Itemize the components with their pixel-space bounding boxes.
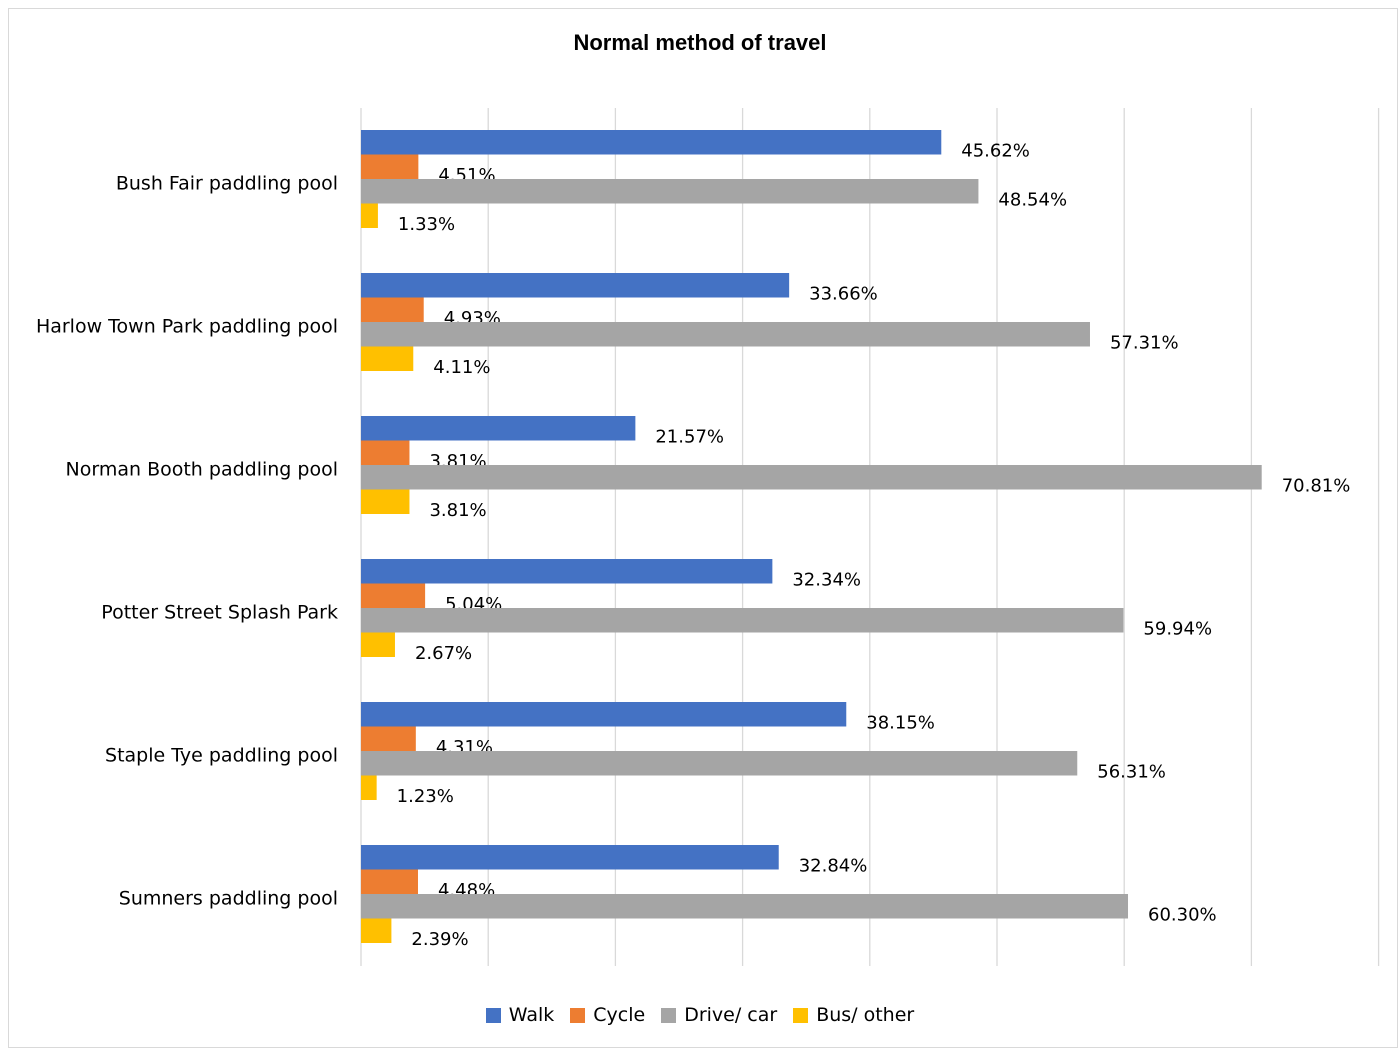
bar xyxy=(361,632,395,657)
legend-swatch xyxy=(661,1007,677,1023)
bar xyxy=(361,775,377,800)
legend-swatch xyxy=(793,1007,809,1023)
data-label: 1.23% xyxy=(397,786,454,807)
data-label: 2.39% xyxy=(411,929,468,950)
bar xyxy=(361,489,410,514)
legend-item: Drive/ car xyxy=(661,1004,777,1026)
legend-label: Drive/ car xyxy=(684,1004,778,1026)
legend: Walk Cycle Drive/ car Bus/ other xyxy=(0,1004,1400,1026)
data-label: 60.30% xyxy=(1148,904,1217,925)
legend-label: Bus/ other xyxy=(816,1004,915,1026)
category-label: Potter Street Splash Park xyxy=(101,602,338,624)
category-label: Bush Fair paddling pool xyxy=(116,173,338,195)
data-label: 48.54% xyxy=(998,189,1067,210)
bar xyxy=(361,416,636,441)
bar xyxy=(361,130,942,155)
bar xyxy=(361,583,426,608)
bar xyxy=(361,203,378,228)
category-label: Norman Booth paddling pool xyxy=(66,459,338,481)
data-label: 2.67% xyxy=(415,643,472,664)
data-label: 4.11% xyxy=(433,357,490,378)
plot-area: Bush Fair paddling pool45.62%4.51%48.54%… xyxy=(36,108,1380,966)
bar xyxy=(361,559,773,584)
data-label: 33.66% xyxy=(809,283,878,304)
data-label: 56.31% xyxy=(1097,761,1166,782)
data-label: 59.94% xyxy=(1143,618,1212,639)
chart-title: Normal method of travel xyxy=(573,30,827,55)
bar xyxy=(361,440,410,465)
category-label: Staple Tye paddling pool xyxy=(105,745,338,767)
bar xyxy=(361,894,1129,919)
bar xyxy=(361,322,1090,347)
bar xyxy=(361,297,424,322)
legend-item: Bus/ other xyxy=(793,1004,914,1026)
bar xyxy=(361,465,1262,490)
bar xyxy=(361,845,779,870)
data-label: 32.84% xyxy=(799,855,868,876)
legend-swatch xyxy=(570,1007,586,1023)
category-label: Harlow Town Park paddling pool xyxy=(36,316,338,338)
data-label: 32.34% xyxy=(792,569,861,590)
data-label: 70.81% xyxy=(1282,475,1351,496)
data-label: 3.81% xyxy=(429,500,486,521)
bar xyxy=(361,608,1124,633)
category-label: Sumners paddling pool xyxy=(119,888,338,910)
legend-swatch xyxy=(485,1007,501,1023)
data-label: 38.15% xyxy=(866,712,935,733)
bar xyxy=(361,869,418,894)
bar xyxy=(361,726,416,751)
data-label: 21.57% xyxy=(655,426,724,447)
bar xyxy=(361,751,1078,776)
bar xyxy=(361,179,979,204)
legend-item: Cycle xyxy=(570,1004,645,1026)
bar xyxy=(361,154,419,179)
bar xyxy=(361,702,847,727)
legend-item: Walk xyxy=(485,1004,555,1026)
bar xyxy=(361,918,392,943)
legend-label: Walk xyxy=(508,1004,555,1026)
data-label: 45.62% xyxy=(961,140,1030,161)
data-label: 1.33% xyxy=(398,214,455,235)
bar xyxy=(361,273,790,298)
bar xyxy=(361,346,414,371)
legend-label: Cycle xyxy=(593,1004,646,1026)
data-label: 57.31% xyxy=(1110,332,1179,353)
